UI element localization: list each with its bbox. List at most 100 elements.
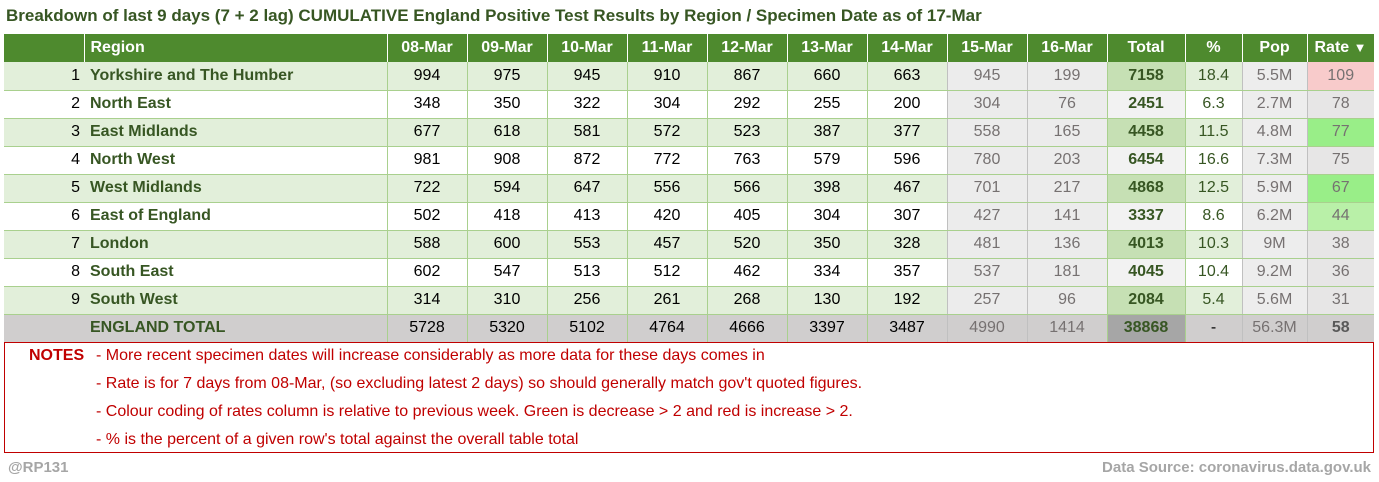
day-value: 420: [626, 202, 707, 231]
region-name: South West: [84, 286, 387, 315]
lag-day-value: 203: [1026, 146, 1107, 175]
region-header[interactable]: Region: [84, 34, 388, 62]
day-value: 348: [386, 90, 467, 119]
table-row[interactable]: 8 South East 602 547 513 512 462 334 357 537 181 40…: [4, 258, 1374, 287]
lag-day-total: 4990: [946, 314, 1027, 343]
pop-value: 5.5M: [1241, 62, 1307, 91]
day-value: 255: [786, 90, 867, 119]
pop-header[interactable]: Pop: [1242, 34, 1308, 62]
table-row[interactable]: 2 North East 348 350 322 304 292 255 200 304 76 245…: [4, 90, 1374, 119]
day-value: 387: [786, 118, 867, 147]
day-header[interactable]: 16-Mar: [1027, 34, 1108, 62]
day-header[interactable]: 09-Mar: [467, 34, 548, 62]
total-label: ENGLAND TOTAL: [84, 314, 387, 343]
day-value: 547: [466, 258, 547, 287]
pct-header[interactable]: %: [1185, 34, 1243, 62]
rate-header[interactable]: Rate ▼: [1307, 34, 1375, 62]
total-header[interactable]: Total: [1107, 34, 1186, 62]
region-name: East of England: [84, 202, 387, 231]
day-value: 513: [546, 258, 627, 287]
note-item: - Colour coding of rates column is relat…: [96, 403, 853, 420]
day-header[interactable]: 08-Mar: [387, 34, 468, 62]
england-total-row[interactable]: ENGLAND TOTAL 5728 5320 5102 4764 4666 3397 348…: [4, 314, 1374, 343]
day-total: 3487: [866, 314, 947, 343]
day-value: 647: [546, 174, 627, 203]
total-value: 4868: [1106, 174, 1185, 203]
day-value: 867: [706, 62, 787, 91]
day-value: 908: [466, 146, 547, 175]
table-row[interactable]: 4 North West 981 908 872 772 763 579 596 780 203 64…: [4, 146, 1374, 175]
pop-value: 7.3M: [1241, 146, 1307, 175]
lag-day-value: 136: [1026, 230, 1107, 259]
row-index: 6: [4, 202, 84, 231]
table-row[interactable]: 5 West Midlands 722 594 647 556 566 398 467 701 21…: [4, 174, 1374, 203]
pct-value: 11.5: [1184, 118, 1242, 147]
sort-down-icon[interactable]: ▼: [1353, 40, 1367, 55]
pct-value: 18.4: [1184, 62, 1242, 91]
region-name: South East: [84, 258, 387, 287]
day-header[interactable]: 11-Mar: [627, 34, 708, 62]
pct-value: 6.3: [1184, 90, 1242, 119]
day-header[interactable]: 10-Mar: [547, 34, 628, 62]
day-total: 3397: [786, 314, 867, 343]
day-value: 579: [786, 146, 867, 175]
total-value: 4013: [1106, 230, 1185, 259]
total-value: 4045: [1106, 258, 1185, 287]
row-index: 5: [4, 174, 84, 203]
lag-day-value: 304: [946, 90, 1027, 119]
pct-value: 5.4: [1184, 286, 1242, 315]
day-total: 4666: [706, 314, 787, 343]
day-value: 304: [786, 202, 867, 231]
lag-day-value: 76: [1026, 90, 1107, 119]
row-index: 3: [4, 118, 84, 147]
rate-value: 78: [1306, 90, 1374, 119]
total-value: 4458: [1106, 118, 1185, 147]
rate-value: 75: [1306, 146, 1374, 175]
day-value: 462: [706, 258, 787, 287]
day-value: 334: [786, 258, 867, 287]
day-value: 467: [866, 174, 947, 203]
day-value: 523: [706, 118, 787, 147]
table-row[interactable]: 3 East Midlands 677 618 581 572 523 387 377 558 16…: [4, 118, 1374, 147]
note-item: - % is the percent of a given row's tota…: [96, 431, 579, 448]
pct-value: 8.6: [1184, 202, 1242, 231]
total-value: 2084: [1106, 286, 1185, 315]
lag-day-total: 1414: [1026, 314, 1107, 343]
region-name: North East: [84, 90, 387, 119]
day-header[interactable]: 12-Mar: [707, 34, 788, 62]
day-header[interactable]: 15-Mar: [947, 34, 1028, 62]
total-value: 7158: [1106, 62, 1185, 91]
day-value: 520: [706, 230, 787, 259]
day-value: 677: [386, 118, 467, 147]
page-title: Breakdown of last 9 days (7 + 2 lag) CUM…: [6, 6, 982, 25]
row-index: 8: [4, 258, 84, 287]
lag-day-value: 181: [1026, 258, 1107, 287]
day-value: 350: [466, 90, 547, 119]
day-header[interactable]: 14-Mar: [867, 34, 948, 62]
rate-value: 38: [1306, 230, 1374, 259]
day-value: 310: [466, 286, 547, 315]
day-value: 256: [546, 286, 627, 315]
notes-label: NOTES: [29, 347, 85, 364]
day-value: 945: [546, 62, 627, 91]
lag-day-value: 481: [946, 230, 1027, 259]
day-value: 418: [466, 202, 547, 231]
rate-value: 67: [1306, 174, 1374, 203]
day-value: 405: [706, 202, 787, 231]
table-row[interactable]: 9 South West 314 310 256 261 268 130 192 257 96 208…: [4, 286, 1374, 315]
total-value: 2451: [1106, 90, 1185, 119]
pct-value: 16.6: [1184, 146, 1242, 175]
row-index: 1: [4, 62, 84, 91]
day-header[interactable]: 13-Mar: [787, 34, 868, 62]
lag-day-value: 165: [1026, 118, 1107, 147]
rate-header-label: Rate: [1314, 39, 1350, 56]
table-row[interactable]: 7 London 588 600 553 457 520 350 328 481 136 4013 10…: [4, 230, 1374, 259]
day-total: 5102: [546, 314, 627, 343]
day-value: 457: [626, 230, 707, 259]
day-value: 994: [386, 62, 467, 91]
table-row[interactable]: 6 East of England 502 418 413 420 405 304 307 427…: [4, 202, 1374, 231]
note-item: - More recent specimen dates will increa…: [96, 347, 765, 364]
day-value: 130: [786, 286, 867, 315]
pop-value: 5.6M: [1241, 286, 1307, 315]
table-row[interactable]: 1 Yorkshire and The Humber 994 975 945 910 867…: [4, 62, 1374, 91]
